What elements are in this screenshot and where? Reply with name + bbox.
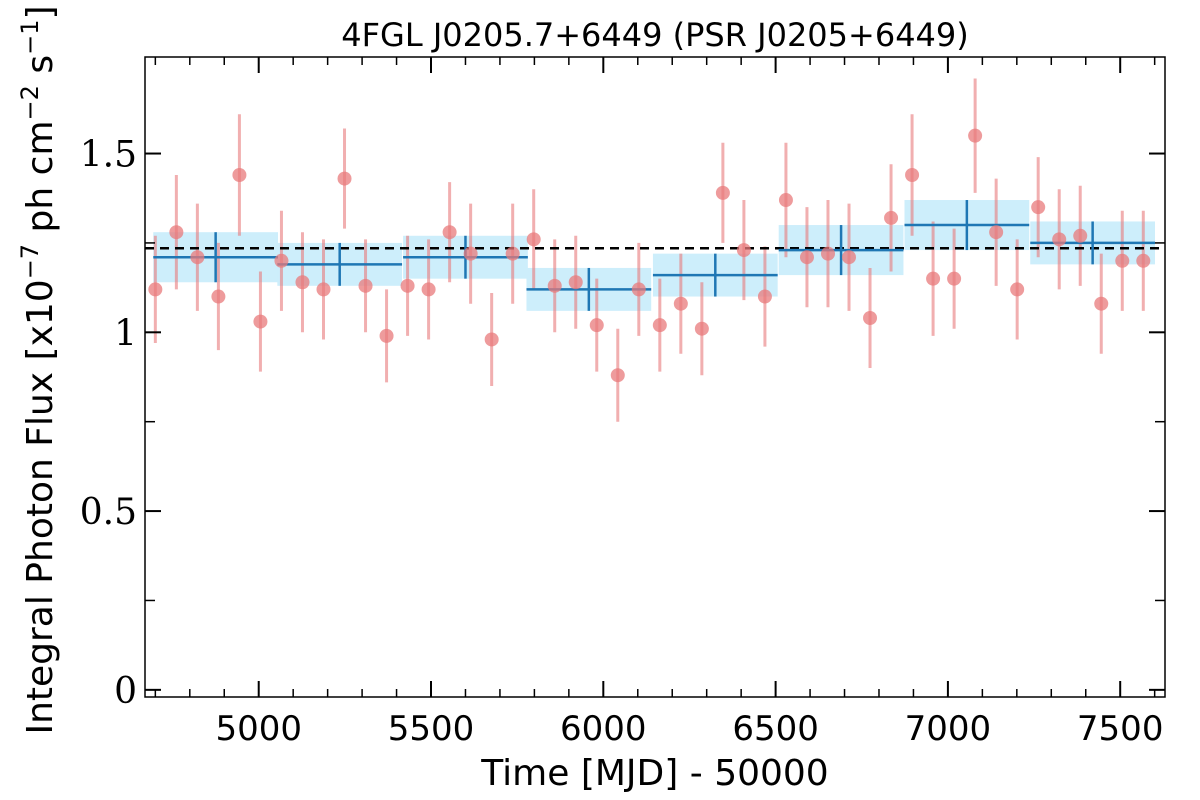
data-point bbox=[589, 318, 604, 333]
x-tick-label: 6500 bbox=[732, 709, 819, 749]
data-point bbox=[232, 167, 247, 182]
data-point bbox=[1094, 296, 1109, 311]
data-point bbox=[358, 278, 373, 293]
data-point bbox=[274, 253, 289, 268]
data-point bbox=[526, 232, 541, 247]
data-point bbox=[884, 210, 899, 225]
x-tick-label: 5000 bbox=[215, 709, 302, 749]
data-point bbox=[736, 243, 751, 258]
data-point bbox=[694, 321, 709, 336]
data-point bbox=[652, 318, 667, 333]
data-point bbox=[778, 193, 793, 208]
data-point bbox=[1010, 282, 1025, 297]
data-point bbox=[1115, 253, 1130, 268]
data-point bbox=[316, 282, 331, 297]
x-axis-label: Time [MJD] - 50000 bbox=[480, 753, 828, 794]
data-point bbox=[820, 246, 835, 261]
y-axis-label-exp: −1 bbox=[16, 20, 44, 55]
data-point bbox=[547, 278, 562, 293]
y-axis-label-part: s bbox=[20, 55, 61, 85]
data-point bbox=[337, 171, 352, 186]
data-point bbox=[295, 275, 310, 290]
data-point bbox=[757, 289, 772, 304]
y-axis-label-part: ph cm bbox=[20, 120, 61, 243]
data-point bbox=[842, 250, 857, 265]
data-point bbox=[673, 296, 688, 311]
data-point bbox=[610, 368, 625, 383]
x-tick-label: 5500 bbox=[388, 709, 475, 749]
chart-title: 4FGL J0205.7+6449 (PSR J0205+6449) bbox=[341, 16, 969, 54]
data-point bbox=[148, 282, 163, 297]
y-tick-label: 1.5 bbox=[80, 135, 137, 176]
data-point bbox=[989, 225, 1004, 240]
data-point bbox=[1052, 232, 1067, 247]
data-point bbox=[169, 225, 184, 240]
plot-area bbox=[145, 78, 1165, 422]
data-point bbox=[400, 278, 415, 293]
x-tick-label: 7000 bbox=[905, 709, 992, 749]
data-point bbox=[968, 128, 983, 143]
y-axis-label-part: Integral Photon Flux [x10 bbox=[20, 279, 61, 734]
data-point bbox=[505, 246, 520, 261]
y-tick-label: 0 bbox=[114, 671, 137, 712]
data-point bbox=[253, 314, 268, 329]
y-axis-label-exp: −7 bbox=[16, 244, 44, 279]
data-point bbox=[442, 225, 457, 240]
data-point bbox=[190, 250, 205, 265]
data-point bbox=[1073, 228, 1088, 243]
x-tick-label: 6000 bbox=[560, 709, 647, 749]
data-point bbox=[421, 282, 436, 297]
data-point bbox=[631, 282, 646, 297]
data-point bbox=[463, 246, 478, 261]
data-point bbox=[1031, 200, 1046, 215]
data-point bbox=[1136, 253, 1151, 268]
data-point bbox=[379, 328, 394, 343]
data-point bbox=[715, 185, 730, 200]
data-point bbox=[211, 289, 226, 304]
y-axis-label-exp: −2 bbox=[16, 85, 44, 120]
y-tick-label: 1 bbox=[114, 313, 137, 354]
data-point bbox=[568, 275, 583, 290]
data-point bbox=[905, 167, 920, 182]
data-point bbox=[484, 332, 499, 347]
data-point bbox=[947, 271, 962, 286]
axes: 5000 5500 6000 6500 7000 7500 0 0.5 1 1.5 bbox=[80, 56, 1166, 749]
y-axis-label: Integral Photon Flux [x10−7 ph cm−2 s−1] bbox=[16, 5, 61, 734]
y-axis-label-part: ] bbox=[20, 5, 61, 19]
data-point bbox=[799, 250, 814, 265]
data-point bbox=[926, 271, 941, 286]
plot-frame bbox=[144, 56, 1166, 698]
y-tick-label: 0.5 bbox=[80, 492, 137, 533]
x-tick-label: 7500 bbox=[1077, 709, 1164, 749]
data-point bbox=[863, 311, 878, 326]
